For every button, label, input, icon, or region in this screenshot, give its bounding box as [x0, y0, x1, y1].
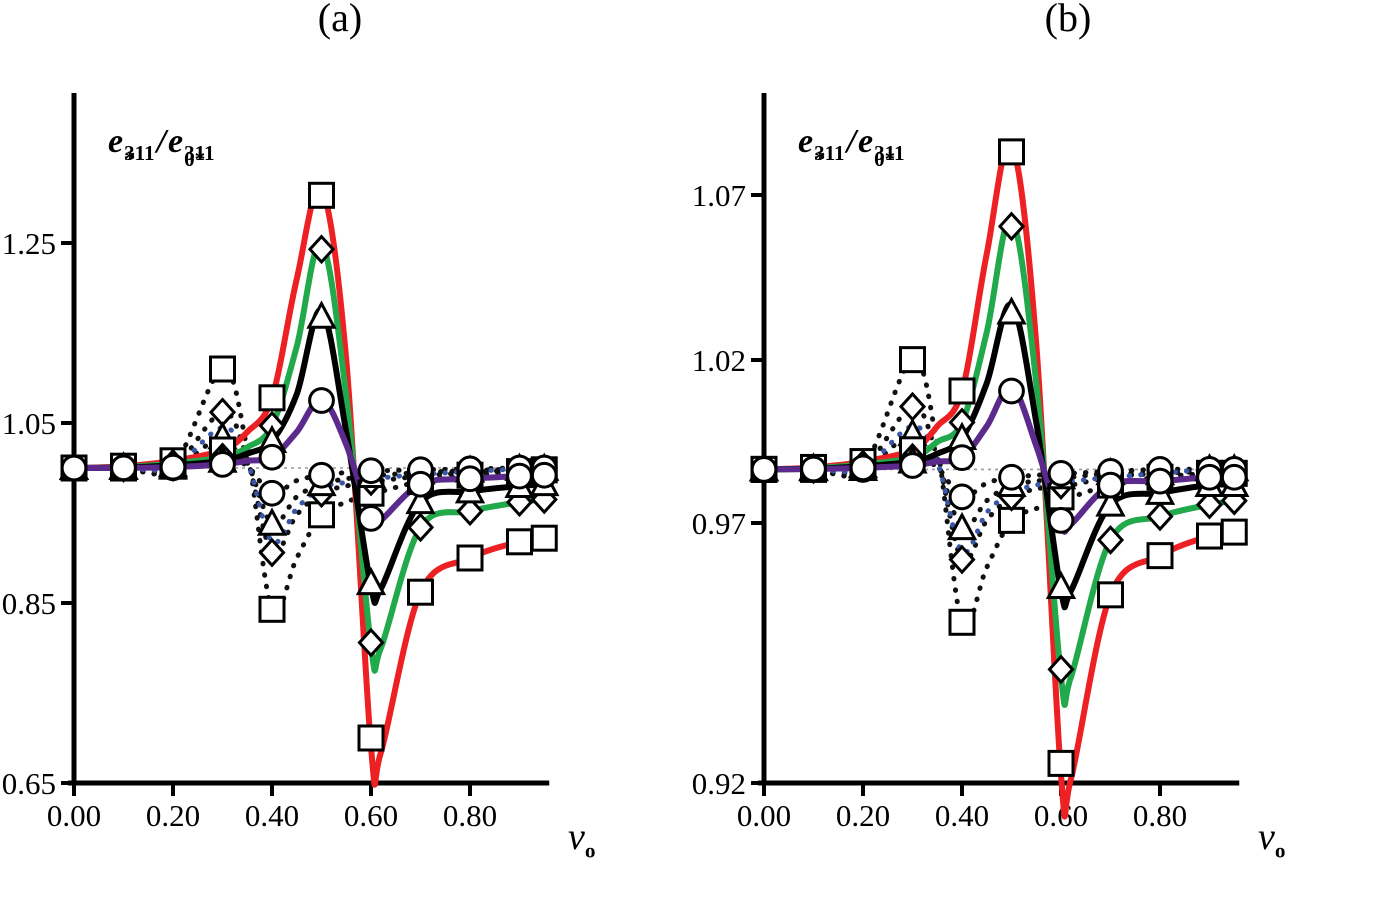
y-axis-separator: / [846, 123, 857, 160]
panel-b-xtick-1: 0.20 [835, 798, 891, 833]
y-axis-den-sub: 311 [874, 140, 905, 165]
x-axis-sub-o: o [1274, 838, 1286, 863]
panel-a-xtick-2: 0.40 [244, 798, 300, 833]
panel-b-x-axis-title: vo [1258, 818, 1286, 862]
panel-a: (a) e * 311/e 0* 311 1.25 1.05 0.85 0.65 0.0… [0, 0, 699, 906]
panel-b-label: (b) [1044, 0, 1092, 40]
panel-b-ytick-3: 0.92 [691, 766, 746, 801]
y-axis-separator: / [156, 123, 167, 160]
panel-a-xtick-0: 0.00 [46, 798, 102, 833]
panel-a-y-axis-title: e * 311/e 0* 311 [108, 123, 215, 170]
panel-b-xtick-0: 0.00 [736, 798, 792, 833]
panel-b: (b) e * 311/e 0* 311 1.07 1.02 0.97 0.92 0.0… [690, 0, 1389, 906]
panel-b-xtick-2: 0.40 [934, 798, 990, 833]
panel-b-xtick-4: 0.80 [1132, 798, 1188, 833]
panel-b-ytick-1: 1.02 [691, 343, 746, 378]
x-axis-v: v [1258, 816, 1275, 858]
panel-a-xtick-4: 0.80 [442, 798, 498, 833]
panel-a-label: (a) [317, 0, 363, 40]
panel-a-xtick-3: 0.60 [343, 798, 399, 833]
x-axis-v: v [568, 816, 585, 858]
panel-a-ytick-1: 1.05 [1, 406, 56, 441]
y-axis-num-sub: 311 [814, 140, 845, 165]
panel-a-x-axis-title: vo [568, 818, 596, 862]
panel-b-ytick-0: 1.07 [691, 178, 746, 213]
y-axis-num-star: * [124, 146, 136, 171]
panel-b-y-axis-title: e * 311/e 0* 311 [798, 123, 905, 170]
y-axis-num-e: e [798, 123, 814, 160]
y-axis-den-sup: 0* [184, 147, 206, 171]
y-axis-num-sub: 311 [124, 140, 155, 165]
y-axis-den-sup: 0* [874, 147, 896, 171]
x-axis-sub-o: o [584, 838, 596, 863]
panel-a-ytick-0: 1.25 [1, 226, 56, 261]
y-axis-den-sub: 311 [184, 140, 215, 165]
y-axis-num-star: * [814, 146, 826, 171]
panel-a-ytick-3: 0.65 [1, 766, 56, 801]
panel-a-ytick-2: 0.85 [1, 586, 56, 621]
y-axis-den-e: e [858, 123, 874, 160]
panel-a-xtick-1: 0.20 [145, 798, 201, 833]
y-axis-num-e: e [108, 123, 124, 160]
panel-b-ytick-2: 0.97 [691, 506, 746, 541]
panel-b-plot [748, 93, 1250, 820]
y-axis-den-e: e [168, 123, 184, 160]
panel-a-plot [58, 93, 560, 796]
